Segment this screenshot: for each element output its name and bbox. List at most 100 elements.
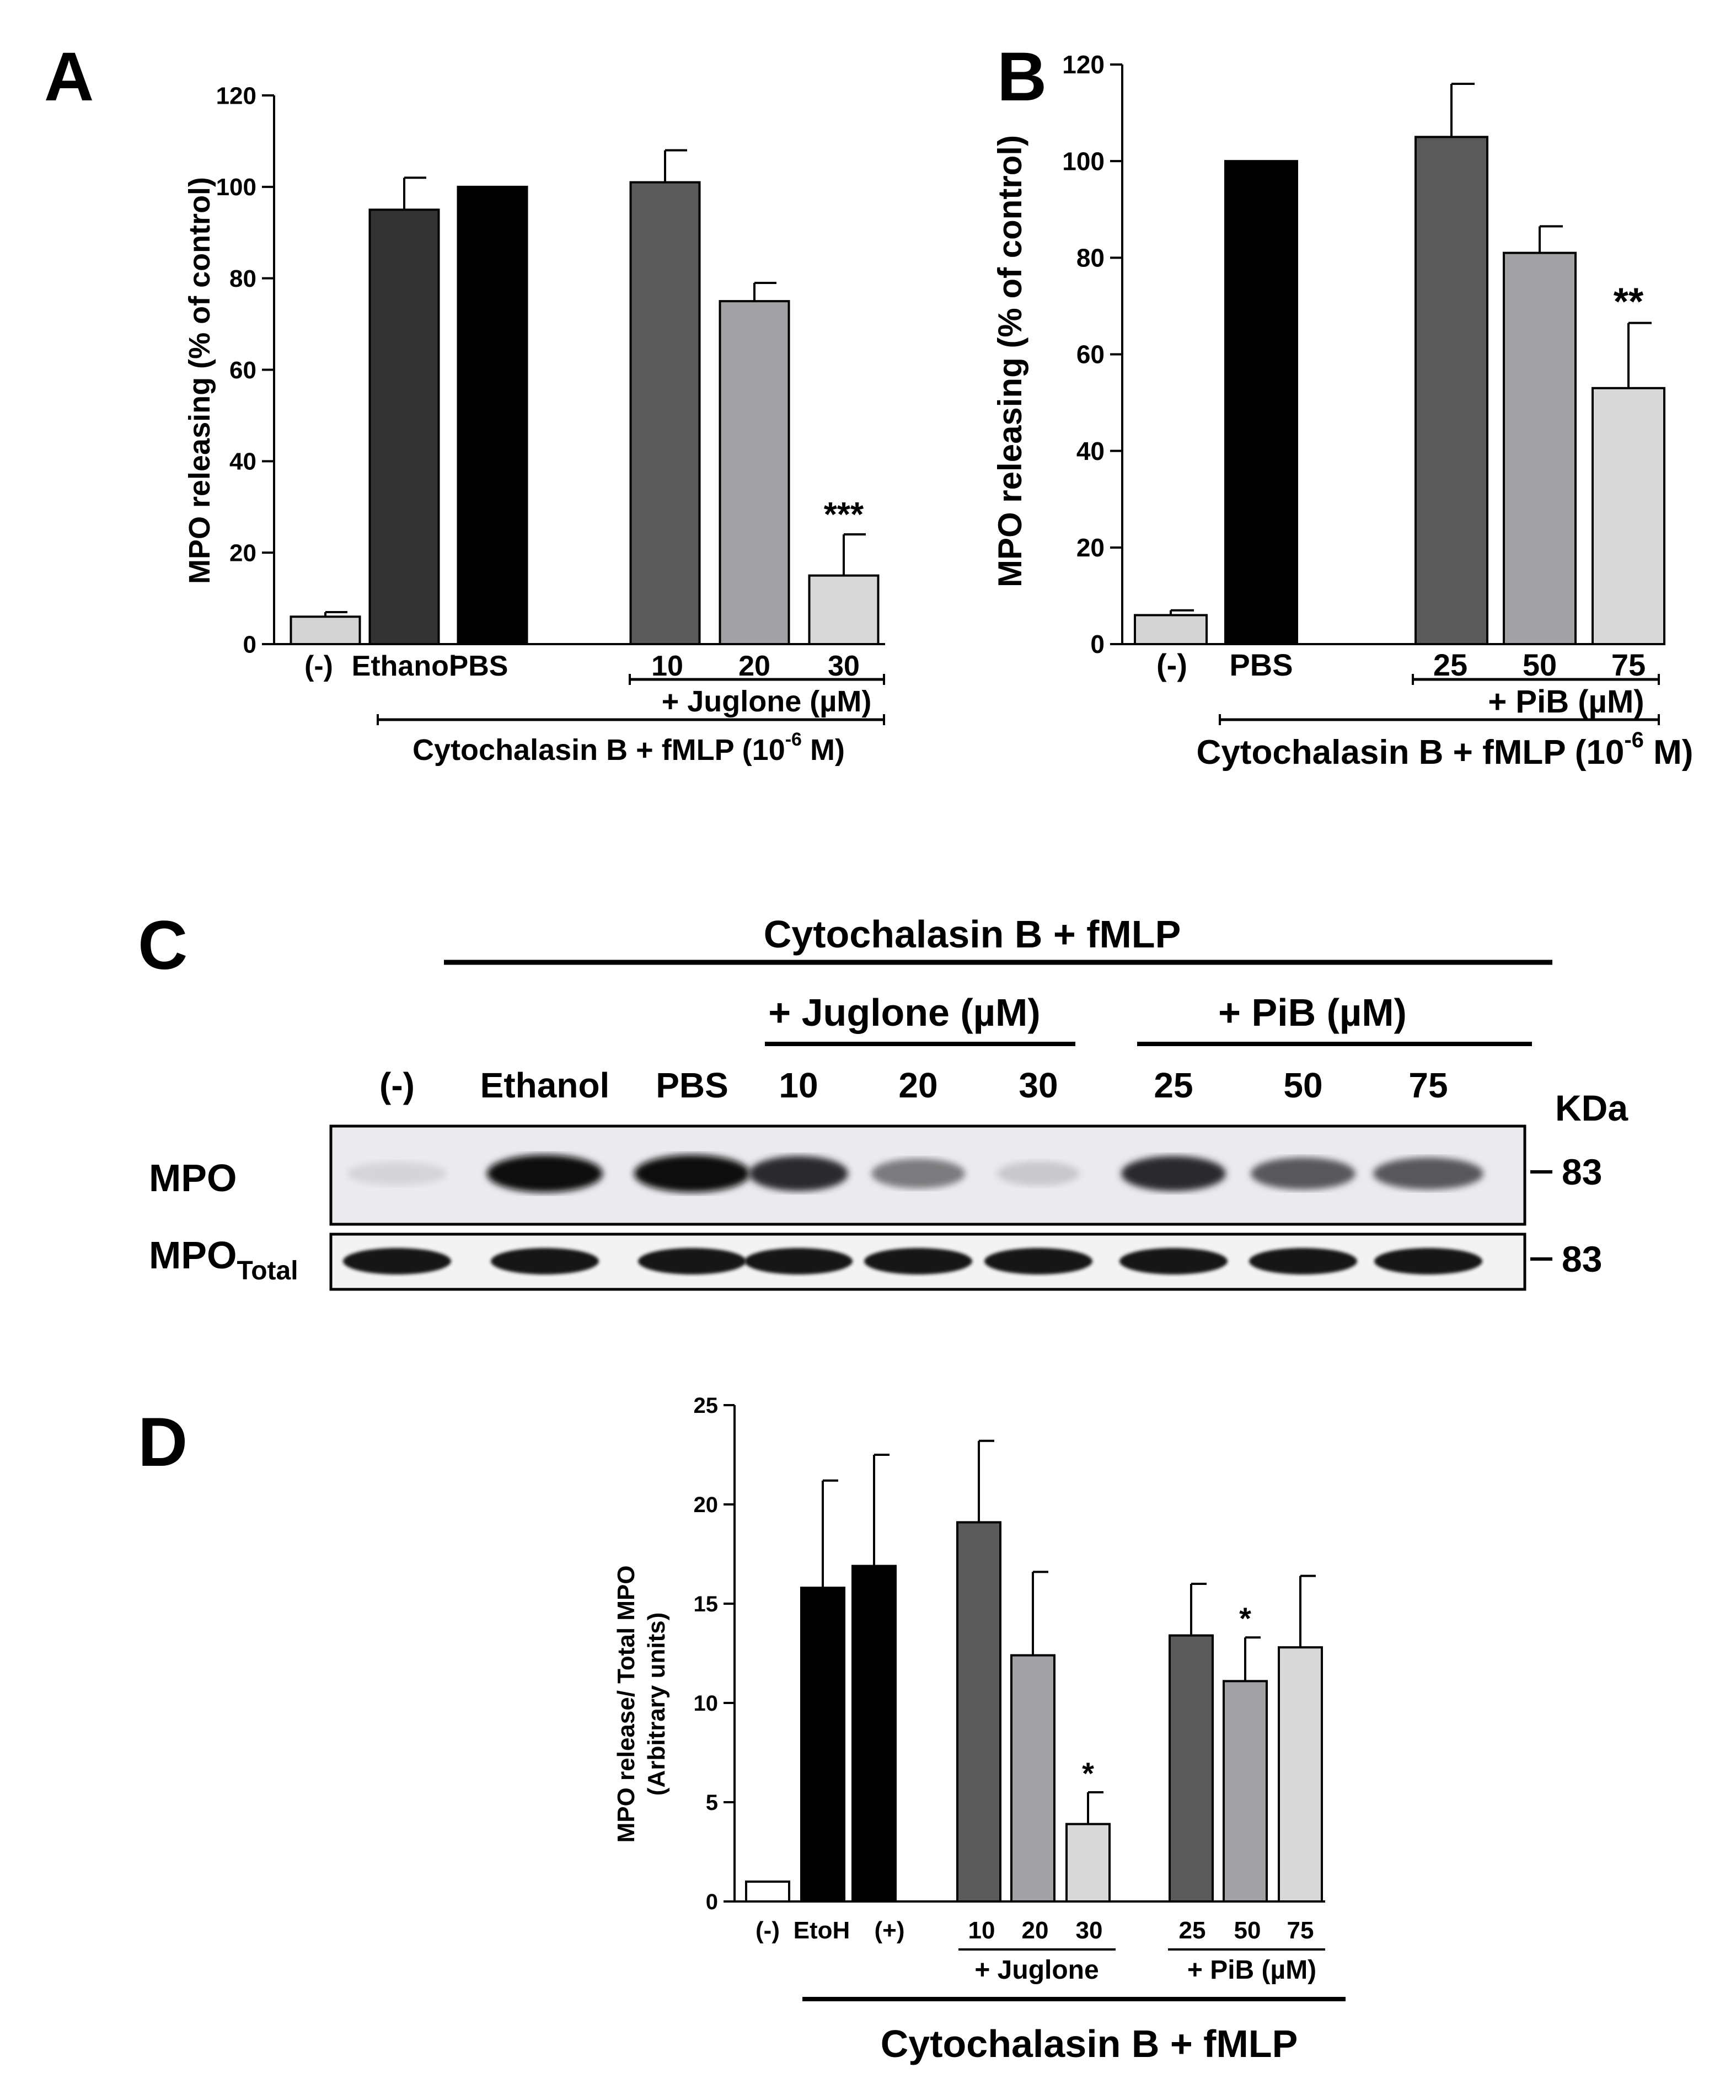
chart-d-y-tick-label: 15	[694, 1592, 719, 1616]
blot-lane-label: 30	[1019, 1065, 1058, 1105]
blot-kda-label: KDa	[1555, 1088, 1628, 1128]
panel-letter-c: C	[138, 907, 187, 984]
blot-lane-labels: (-) Ethanol PBS 10 20 30 25 50 75	[379, 1065, 1448, 1105]
chart-d-x-tick-label: 25	[1179, 1917, 1206, 1944]
blot-lane-label: 25	[1154, 1065, 1193, 1105]
chart-a-x-tick-label: Ethanol	[352, 650, 457, 682]
blot-row2-band	[1249, 1248, 1357, 1274]
chart-b: 0 20 40 60 80 100 120 (-) PBS 25 50 ** 75 MPO relea…	[992, 50, 1693, 772]
blot-juglone-label: + Juglone (µM)	[768, 991, 1040, 1034]
chart-b-bar	[1503, 251, 1577, 645]
blot-title: Cytochalasin B + fMLP	[764, 913, 1181, 956]
chart-d-x-tick-label: 20	[1022, 1917, 1049, 1944]
chart-a-bar	[290, 615, 361, 645]
chart-b-bars: (-) PBS 25 50 ** 75	[1134, 83, 1665, 682]
blot-row1-band	[487, 1155, 603, 1192]
blot-row1-band	[1251, 1157, 1355, 1190]
chart-d-significance: *	[1082, 1756, 1094, 1791]
chart-b-cytochalasin-label: Cytochalasin B + fMLP (10-6 M)	[1197, 728, 1694, 772]
chart-d-x-tick-label: (-)	[756, 1917, 780, 1944]
chart-a-y-tick-label: 40	[229, 448, 256, 475]
chart-b-x-tick-label: 50	[1523, 647, 1557, 682]
chart-d-bar	[956, 1521, 1001, 1903]
blot-row1-band	[997, 1161, 1080, 1186]
blot-row2-label: MPOTotal	[149, 1234, 298, 1285]
chart-d-bar	[851, 1565, 897, 1903]
panel-letter-a: A	[44, 39, 94, 115]
chart-b-y-tick-label: 0	[1090, 630, 1105, 658]
blot-lane-label: Ethanol	[480, 1065, 610, 1105]
chart-b-significance: **	[1614, 280, 1644, 323]
chart-a-x-tick-label: (-)	[304, 650, 333, 682]
chart-b-bar	[1134, 614, 1208, 645]
chart-d-y-label-2: (Arbitrary units)	[643, 1613, 670, 1796]
chart-b-bar	[1224, 160, 1298, 645]
blot-row2-marker: 83	[1562, 1239, 1602, 1279]
chart-b-x-tick-label: 75	[1611, 647, 1646, 682]
chart-b-bar	[1414, 136, 1488, 645]
chart-a-bar	[368, 208, 440, 645]
chart-a-bar	[808, 574, 880, 645]
chart-b-x-tick-label: 25	[1433, 647, 1467, 682]
blot-lane-label: PBS	[656, 1065, 728, 1105]
chart-a-x-tick-label: PBS	[449, 650, 508, 682]
chart-d-bars: (-) EtoH (+) 10 20 * 30 25 * 50 75	[745, 1439, 1323, 1944]
blot-row1-band	[634, 1155, 750, 1192]
chart-b-y-tick-label: 100	[1062, 147, 1105, 175]
chart-a-x-tick-label: 30	[828, 650, 860, 682]
blot-row1-band	[1121, 1156, 1226, 1191]
chart-b-y-label: MPO releasing (% of control)	[992, 135, 1028, 587]
blot-row2-band	[1374, 1248, 1482, 1274]
chart-b-x-tick-label: PBS	[1229, 647, 1293, 682]
chart-a-y-tick-label: 100	[216, 174, 256, 201]
chart-d-x-tick-label: EtoH	[794, 1917, 850, 1944]
chart-d-x-tick-label: 75	[1287, 1917, 1314, 1944]
blot-lane-label: 20	[898, 1065, 937, 1105]
chart-b-y-tick-label: 120	[1062, 50, 1105, 79]
chart-a-y-tick-label: 80	[229, 265, 256, 292]
chart-b-y-tick-label: 20	[1076, 533, 1105, 562]
chart-d-bar	[1065, 1823, 1111, 1903]
panel-letter-d: D	[138, 1404, 187, 1481]
chart-d-pib-label: + PiB (µM)	[1187, 1956, 1316, 1985]
blot-row1-band	[347, 1161, 447, 1186]
chart-a-juglone-label: + Juglone (µM)	[662, 685, 872, 718]
blot-row2-band	[1119, 1248, 1228, 1274]
chart-b-bar	[1592, 387, 1665, 646]
chart-d-y-tick-label: 20	[694, 1493, 719, 1517]
chart-d-y-tick-label: 10	[694, 1691, 719, 1716]
blot-row1-marker: 83	[1562, 1151, 1602, 1192]
chart-d-significance: *	[1239, 1601, 1251, 1636]
blot-row2-band	[343, 1248, 451, 1274]
blot-row1-band	[871, 1159, 965, 1188]
blot-row2-band	[491, 1248, 599, 1274]
blot-lane-label: 75	[1408, 1065, 1448, 1105]
chart-b-x-tick-label: (-)	[1156, 647, 1187, 682]
chart-a-cytochalasin-label: Cytochalasin B + fMLP (10-6 M)	[412, 729, 845, 767]
chart-d-y-tick-label: 0	[706, 1890, 718, 1914]
chart-d-bar	[800, 1587, 845, 1903]
chart-a-x-tick-label: 20	[738, 650, 770, 682]
chart-d-bar	[1278, 1646, 1323, 1903]
chart-d: 0 5 10 15 20 25 (-) EtoH (+) 10 20 * 30 25 * 50 75 MPO …	[613, 1394, 1346, 2065]
chart-a-y-axis: 0 20 40 60 80 100 120	[216, 82, 885, 658]
blot-lane-label: 50	[1283, 1065, 1322, 1105]
chart-d-x-tick-label: 30	[1076, 1917, 1103, 1944]
chart-a-x-tick-label: 10	[651, 650, 683, 682]
chart-d-bar	[1010, 1654, 1055, 1903]
chart-a-y-tick-label: 20	[229, 540, 256, 567]
chart-d-x-tick-label: (+)	[875, 1917, 905, 1944]
blot-row1-band	[749, 1156, 848, 1191]
chart-d-bar	[745, 1881, 790, 1903]
chart-d-cytochalasin-label: Cytochalasin B + fMLP	[881, 2022, 1298, 2065]
chart-a-significance: ***	[824, 496, 864, 534]
chart-b-y-tick-label: 40	[1076, 437, 1105, 465]
chart-a-y-label: MPO releasing (% of control)	[183, 177, 216, 584]
blot-row2-band	[984, 1248, 1092, 1274]
blot-row1-label: MPO	[149, 1156, 237, 1199]
blot-row2-band	[638, 1248, 746, 1274]
blot-lane-label: (-)	[379, 1065, 415, 1105]
